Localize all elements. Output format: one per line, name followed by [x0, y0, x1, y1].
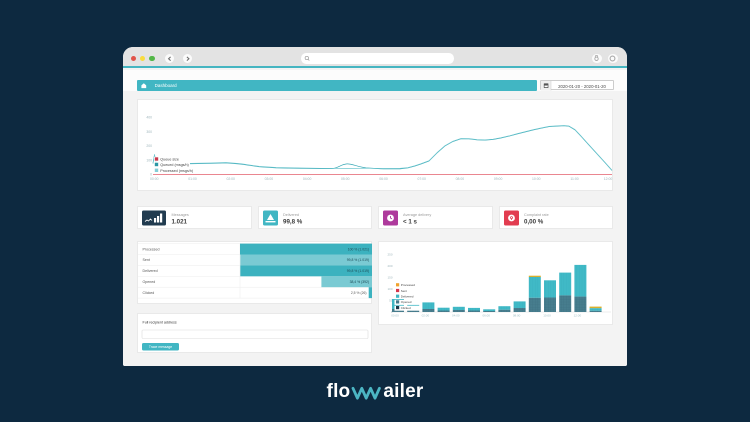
svg-text:02:00: 02:00	[422, 314, 430, 318]
svg-text:Trace message: Trace message	[149, 345, 172, 349]
svg-text:12:00: 12:00	[604, 177, 613, 181]
svg-text:100: 100	[387, 287, 392, 291]
svg-text:99,8 % (1.019): 99,8 % (1.019)	[347, 258, 369, 262]
svg-text:04:00: 04:00	[452, 314, 460, 318]
svg-text:250: 250	[387, 253, 392, 257]
svg-text:00:00: 00:00	[391, 314, 399, 318]
svg-text:08:00: 08:00	[456, 177, 465, 181]
svg-text:Processed: Processed	[401, 283, 416, 287]
svg-text:04:00: 04:00	[303, 177, 312, 181]
svg-text:Processed (msgs/h): Processed (msgs/h)	[160, 169, 193, 173]
svg-text:0: 0	[150, 173, 152, 177]
svg-text:Complaint rate: Complaint rate	[524, 213, 549, 217]
svg-text:05:00: 05:00	[341, 177, 350, 181]
svg-text:< 1 s: < 1 s	[403, 218, 417, 225]
svg-text:100: 100	[146, 158, 152, 162]
svg-text:12:00: 12:00	[574, 314, 582, 318]
svg-text:Delivered: Delivered	[401, 295, 414, 299]
svg-text:07:00: 07:00	[417, 177, 426, 181]
svg-text:200: 200	[146, 144, 152, 148]
svg-text:06:00: 06:00	[379, 177, 388, 181]
svg-text:03:00: 03:00	[265, 177, 274, 181]
svg-text:Delivered: Delivered	[143, 269, 158, 273]
svg-text:06:00: 06:00	[482, 314, 490, 318]
svg-text:200: 200	[387, 264, 392, 268]
svg-text:02:00: 02:00	[226, 177, 235, 181]
svg-text:08:00: 08:00	[513, 314, 521, 318]
svg-text:99,8 %: 99,8 %	[283, 218, 303, 225]
svg-text:Sent: Sent	[143, 258, 150, 262]
svg-text:Dashboard: Dashboard	[155, 83, 178, 88]
svg-text:1.021: 1.021	[172, 218, 188, 225]
svg-text:50: 50	[389, 298, 393, 302]
svg-text:400: 400	[146, 116, 152, 120]
svg-text:Opened: Opened	[401, 300, 412, 304]
svg-text:Opened: Opened	[143, 280, 156, 284]
svg-text:300: 300	[146, 130, 152, 134]
svg-text:Processed: Processed	[143, 247, 160, 251]
svg-text:0,00 %: 0,00 %	[524, 218, 544, 225]
svg-text:2,5 % (26): 2,5 % (26)	[351, 291, 367, 295]
svg-text:Clicked: Clicked	[143, 291, 155, 295]
svg-text:Delivered: Delivered	[283, 213, 299, 217]
svg-text:10:00: 10:00	[532, 177, 541, 181]
svg-text:Queued (msgs/h): Queued (msgs/h)	[160, 163, 189, 167]
svg-text:99,8 % (1.019): 99,8 % (1.019)	[347, 269, 369, 273]
svg-text:100 % (1.021): 100 % (1.021)	[348, 247, 369, 251]
svg-text:2020-01-20 - 2020-01-20: 2020-01-20 - 2020-01-20	[558, 84, 606, 89]
svg-text:00:00: 00:00	[150, 177, 159, 181]
svg-text:Queue size: Queue size	[160, 158, 179, 162]
svg-text:0: 0	[391, 310, 393, 314]
svg-text:01:00: 01:00	[188, 177, 197, 181]
svg-text:Sent: Sent	[401, 289, 407, 293]
svg-text:Average delivery: Average delivery	[403, 213, 431, 217]
svg-text:Messages: Messages	[172, 213, 189, 217]
svg-text:11:00: 11:00	[570, 177, 578, 181]
svg-text:38,4 % (392): 38,4 % (392)	[350, 280, 369, 284]
svg-text:Clicked: Clicked	[401, 306, 411, 310]
svg-text:150: 150	[387, 276, 392, 280]
svg-text:09:00: 09:00	[494, 177, 503, 181]
svg-text:10:00: 10:00	[543, 314, 551, 318]
svg-text:Full recipient address: Full recipient address	[143, 321, 177, 325]
